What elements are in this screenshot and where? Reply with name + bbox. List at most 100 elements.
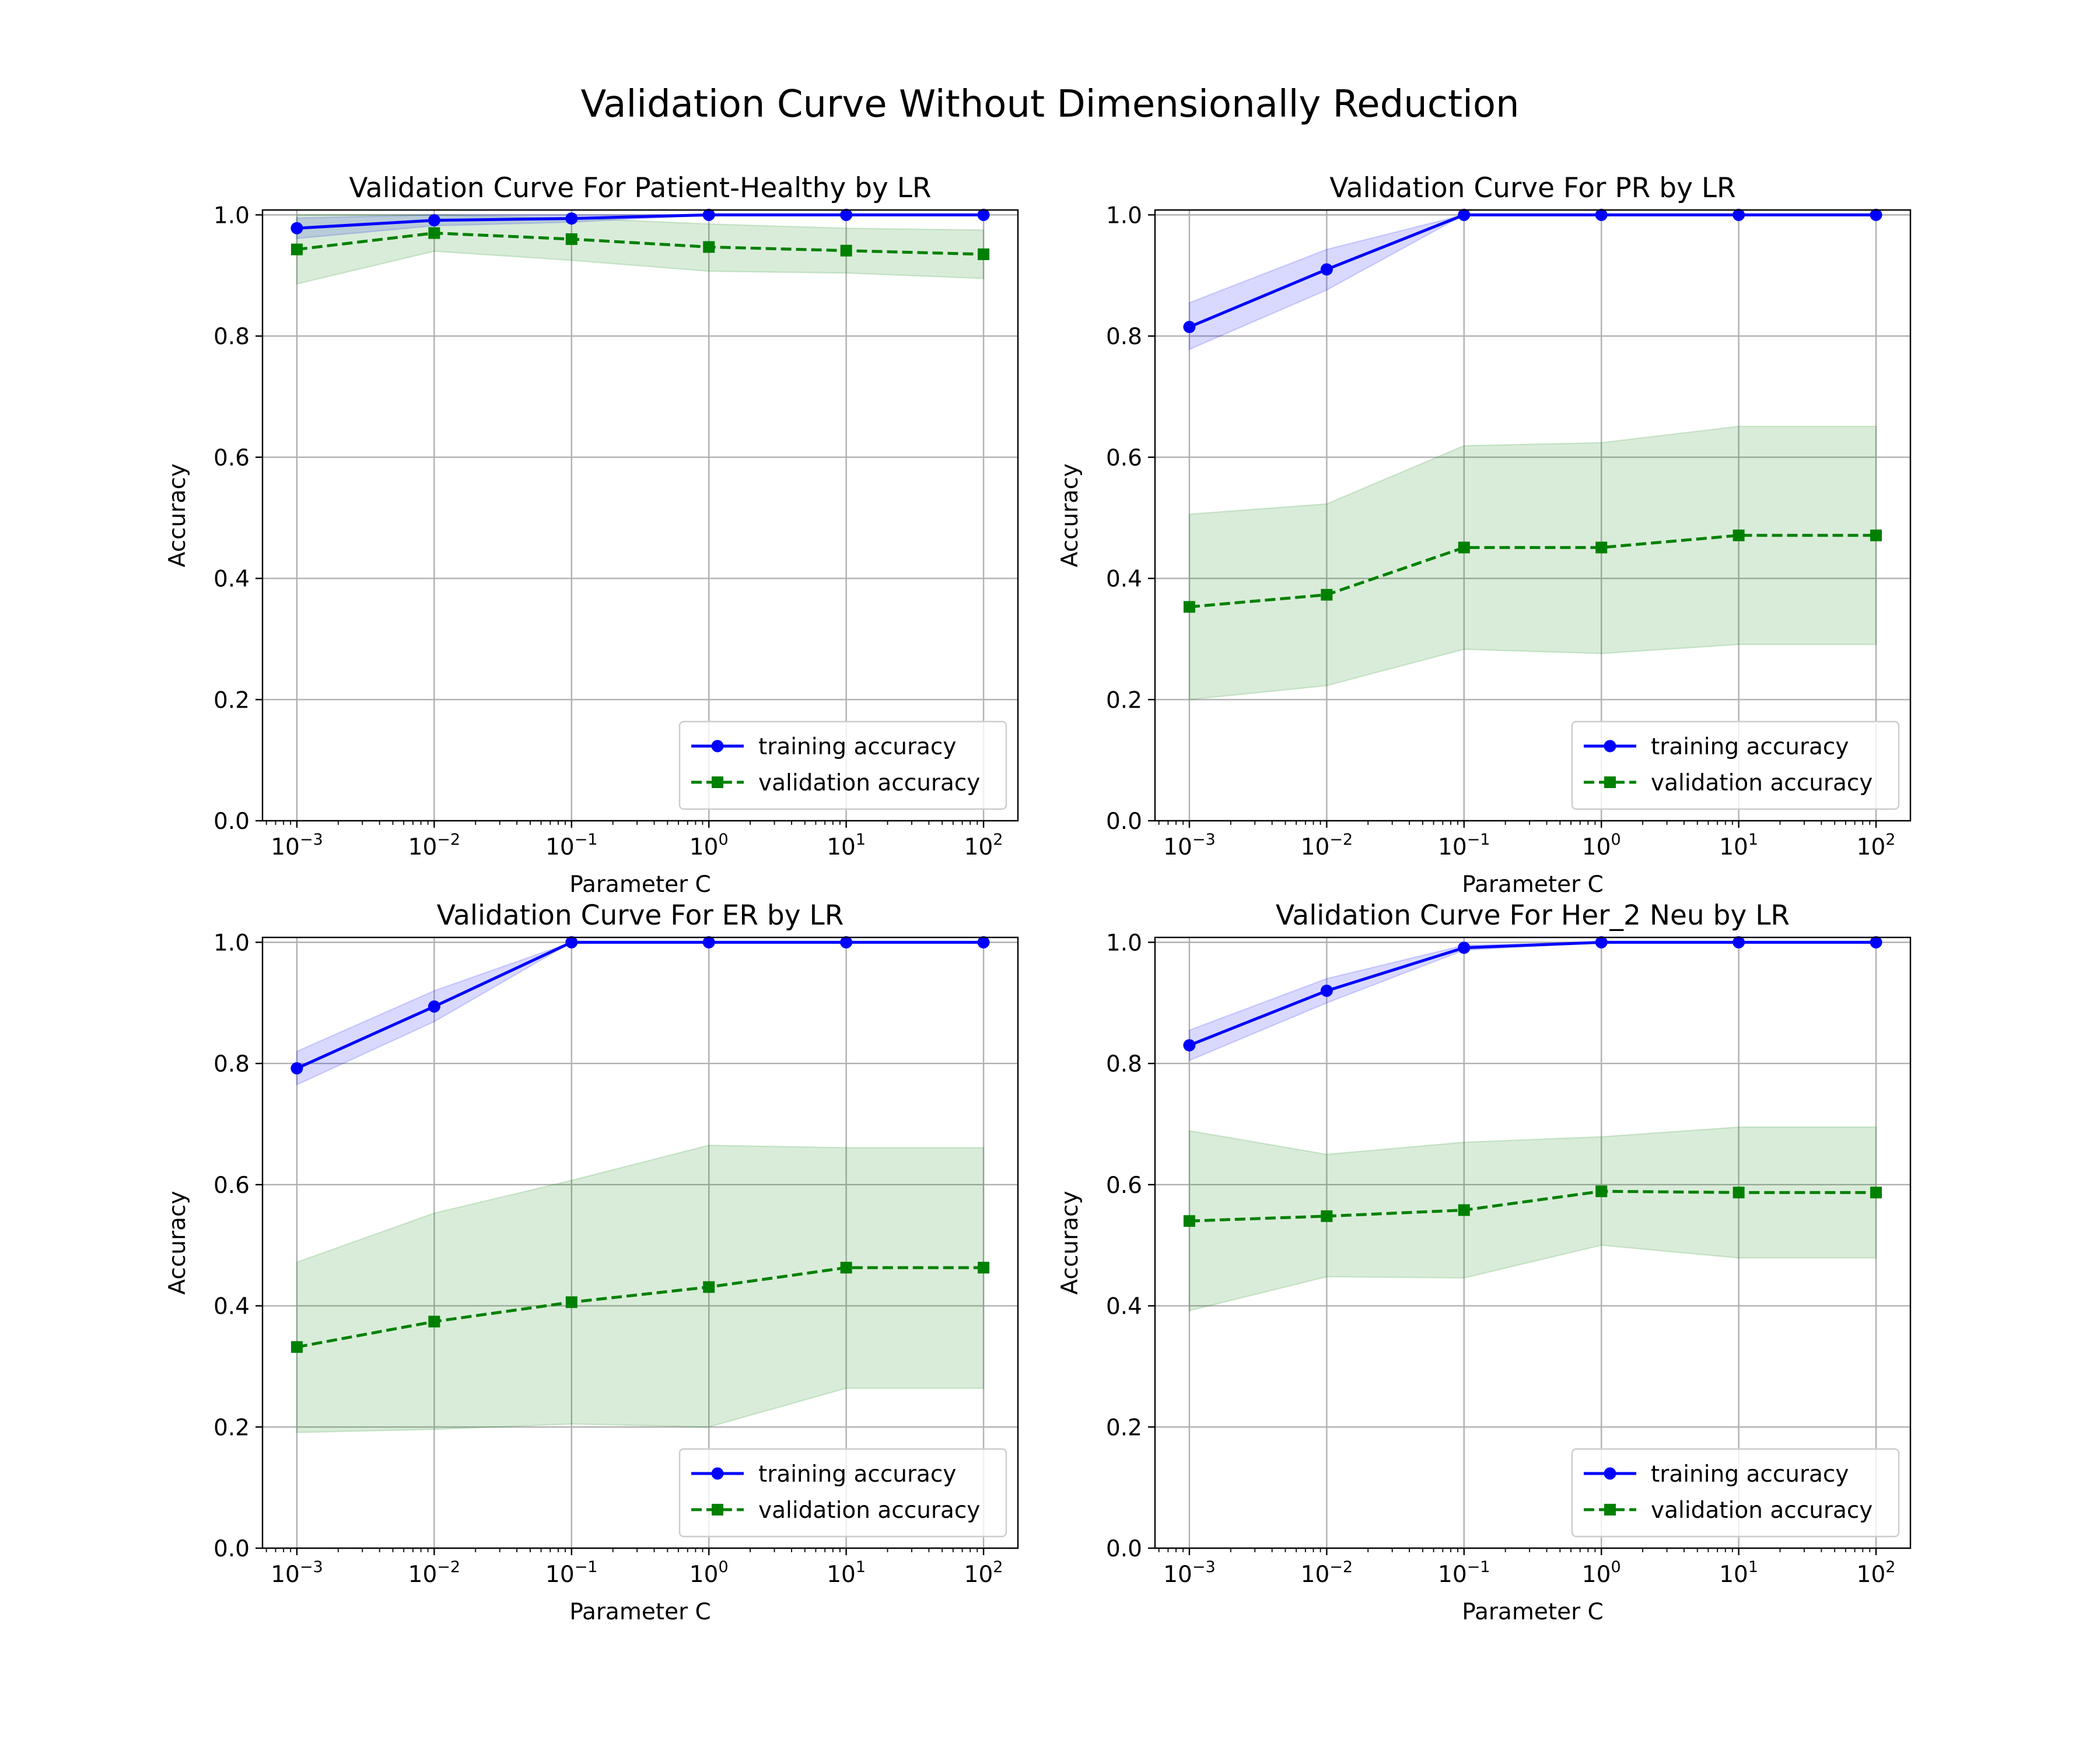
y-tick-label: 0.8 (1106, 1051, 1142, 1077)
legend-swatch-marker (1604, 1467, 1616, 1480)
y-axis-label: Accuracy (164, 463, 191, 567)
data-point-training (1183, 1039, 1196, 1052)
confidence-band-validation (1188, 425, 1877, 701)
data-point-training (1870, 208, 1882, 221)
series-line-training (1188, 940, 1877, 1047)
legend: training accuracy validation accuracy (1571, 1448, 1900, 1538)
y-tick-label: 1.0 (1106, 930, 1142, 956)
y-tick-label: 0.2 (214, 687, 250, 713)
y-tick-label: 0.2 (1106, 1415, 1142, 1441)
y-tick-label: 0.6 (214, 445, 250, 471)
data-point-validation (290, 1341, 303, 1353)
y-tick-label: 0.4 (1106, 566, 1142, 593)
data-point-validation (1595, 541, 1608, 554)
data-point-training (565, 936, 578, 949)
data-point-training (702, 208, 715, 221)
axes-frame (261, 936, 1019, 1549)
y-axis-label: Accuracy (1057, 463, 1083, 567)
y-tick-label: 0.6 (1106, 445, 1142, 471)
y-tick-label: 1.0 (214, 202, 250, 229)
x-tick-label: 10−3 (271, 831, 323, 860)
legend-box (1571, 1448, 1900, 1538)
data-point-training (290, 1062, 303, 1074)
axes-frame (1154, 936, 1912, 1549)
data-point-training (977, 208, 990, 221)
series-line-training (296, 213, 984, 230)
x-tick-label: 101 (1719, 831, 1758, 860)
series-line-validation (296, 1266, 984, 1349)
x-tick-label: 100 (1582, 831, 1621, 860)
y-tick-label: 0.2 (214, 1415, 250, 1441)
legend-swatch-marker (1604, 776, 1616, 788)
x-tick-label: 10−1 (1438, 1558, 1490, 1588)
x-tick-label: 102 (964, 1558, 1003, 1588)
legend-label: training accuracy (758, 734, 956, 760)
x-tick-label: 10−3 (271, 1558, 323, 1588)
chart-title: Validation Curve For ER by LR (437, 900, 844, 932)
data-point-training (1732, 936, 1745, 949)
data-point-training (1595, 936, 1608, 949)
data-point-validation (1732, 1186, 1745, 1199)
legend-label: training accuracy (758, 1461, 956, 1488)
series-line-validation (296, 232, 984, 256)
data-point-training (1458, 942, 1471, 954)
data-point-training (1183, 321, 1196, 334)
data-point-training (1320, 984, 1333, 997)
y-tick-label: 0.6 (214, 1172, 250, 1199)
data-point-validation (1595, 1185, 1608, 1198)
x-tick-label: 10−3 (1163, 831, 1215, 860)
series-line-validation (1189, 534, 1877, 608)
y-tick-label: 0.0 (1106, 1536, 1142, 1562)
data-point-training (565, 212, 578, 225)
legend-label: validation accuracy (758, 770, 980, 796)
x-tick-label: 10−1 (1438, 831, 1490, 860)
y-tick-label: 1.0 (214, 930, 250, 956)
y-axis-label: Accuracy (164, 1191, 191, 1294)
data-point-validation (565, 1296, 578, 1308)
chart-panel-1: 0.0 0.2 0.4 0.6 0.8 1.0 10−3 10−2 10−1 100 101 102 P… (164, 172, 1019, 898)
x-tick-label: 102 (1857, 831, 1896, 860)
x-axis-label: Parameter C (1462, 1599, 1604, 1625)
legend-swatch-marker (711, 1467, 724, 1480)
legend-label: validation accuracy (1651, 1497, 1873, 1524)
figure-title: Validation Curve Without Dimensionally R… (580, 83, 1519, 126)
x-tick-label: 100 (690, 831, 729, 860)
legend-box (678, 1448, 1007, 1538)
x-tick-label: 10−2 (408, 831, 460, 860)
chart-title: Validation Curve For Patient-Healthy by … (349, 172, 931, 204)
data-point-training (290, 222, 303, 235)
x-tick-label: 10−3 (1163, 1558, 1215, 1588)
y-tick-label: 0.4 (1106, 1294, 1142, 1320)
x-tick-label: 10−2 (408, 1558, 460, 1588)
data-point-validation (428, 1315, 440, 1328)
data-point-validation (978, 248, 990, 260)
legend-label: validation accuracy (758, 1497, 980, 1524)
y-tick-label: 0.8 (214, 1051, 250, 1077)
y-tick-label: 0.0 (214, 1536, 250, 1562)
y-tick-label: 0.8 (1106, 324, 1142, 350)
charts-container: 0.0 0.2 0.4 0.6 0.8 1.0 10−3 10−2 10−1 100 101 102 P… (164, 172, 1912, 1625)
x-tick-label: 102 (1857, 1558, 1896, 1588)
legend-swatch-marker (712, 1504, 723, 1516)
y-tick-label: 0.4 (214, 1294, 250, 1320)
x-tick-label: 10−1 (545, 831, 597, 860)
legend-label: training accuracy (1651, 1461, 1849, 1488)
legend: training accuracy validation accuracy (678, 720, 1007, 810)
chart-panel-2: 0.0 0.2 0.4 0.6 0.8 1.0 10−3 10−2 10−1 100 101 102 P… (1057, 172, 1912, 898)
y-tick-label: 0.2 (1106, 687, 1142, 713)
x-tick-label: 10−2 (1301, 831, 1353, 860)
data-point-validation (1870, 1186, 1882, 1199)
axes-frame (261, 209, 1019, 822)
legend-swatch-marker (711, 740, 724, 752)
legend-swatch-marker (712, 776, 723, 788)
x-tick-label: 102 (964, 831, 1003, 860)
chart-title: Validation Curve For PR by LR (1329, 172, 1735, 204)
data-point-training (1870, 936, 1882, 949)
data-point-validation (1321, 1210, 1333, 1222)
data-point-validation (1870, 529, 1882, 541)
data-point-validation (703, 241, 715, 253)
legend: training accuracy validation accuracy (1571, 720, 1900, 810)
data-point-training (1595, 208, 1608, 221)
data-point-training (1320, 263, 1333, 276)
